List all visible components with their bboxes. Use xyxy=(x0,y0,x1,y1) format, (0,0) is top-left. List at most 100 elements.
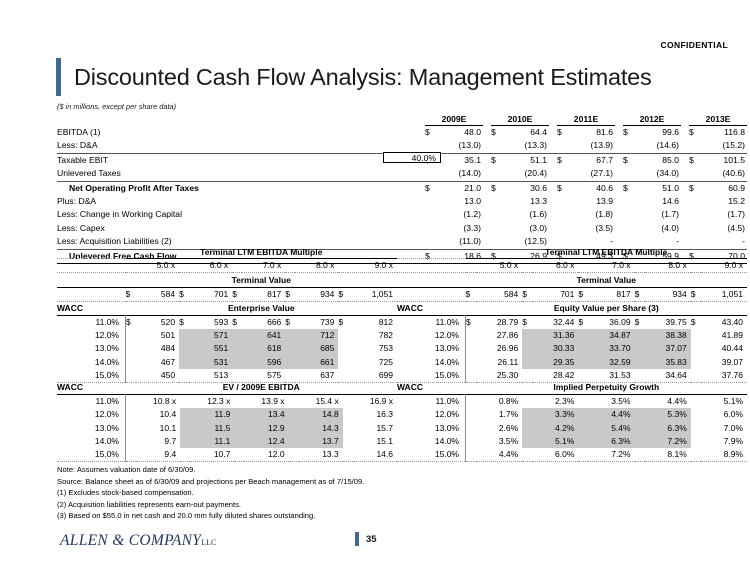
schedule-cell: (14.6) xyxy=(656,140,679,151)
grid-cell: 725 xyxy=(378,356,393,367)
currency-symbol xyxy=(465,394,476,409)
grid-cell: 450 xyxy=(160,369,176,380)
grid-cell: 33.70 xyxy=(588,342,635,356)
page-accent-bar xyxy=(355,532,359,546)
schedule-row: Unlevered Taxes (14.0) (20.4) (27.1) (34.0) (… xyxy=(57,167,747,181)
currency-symbol: $ xyxy=(338,286,349,302)
grid-cell: 2.6% xyxy=(498,422,519,433)
currency-symbol xyxy=(634,421,645,435)
multiple-header-row: Terminal LTM EBITDA Multiple xyxy=(57,245,397,260)
table-row: 14.0% 467 531 596 661 725 xyxy=(57,355,397,369)
wacc-rate: 12.0% xyxy=(397,408,466,422)
wacc-rate: 14.0% xyxy=(397,355,466,369)
table-row: 12.0% 1.7% 3.3% 4.4% 5.3% 6.0% xyxy=(397,408,747,422)
table-row: 14.0% 3.5% 5.1% 6.3% 7.2% 7.9% xyxy=(397,434,747,449)
currency-symbol: $ xyxy=(557,180,568,195)
grid-cell: 513 xyxy=(214,369,229,380)
currency-symbol xyxy=(179,329,190,343)
currency-symbol xyxy=(288,434,299,449)
schedule-cell: (27.1) xyxy=(590,168,613,179)
grid-cell: 520 xyxy=(136,314,180,330)
schedule-row: Less: Acquisition Liabilities (2) (11.0) (… xyxy=(57,235,747,249)
currency-symbol xyxy=(338,329,348,342)
currency-symbol xyxy=(232,342,243,356)
currency-symbol xyxy=(466,435,477,448)
schedule-row: EBITDA (1) $48.0 $64.4 $81.6 $99.6 $116.8 xyxy=(57,125,747,139)
currency-symbol: $ xyxy=(338,314,349,330)
wacc-rate: 13.0% xyxy=(397,342,466,356)
grid-cell: 2.3% xyxy=(532,394,579,409)
currency-symbol xyxy=(689,139,700,153)
table-row: 15.0% 4.4% 6.0% 7.2% 8.1% 8.9% xyxy=(397,448,747,462)
grid-cell: 4.2% xyxy=(532,421,579,435)
schedule-year-header: 2013E xyxy=(689,112,747,126)
multiple-row: 5.0 x 6.0 x 7.0 x 8.0 x 9.0 x xyxy=(57,258,397,273)
currency-symbol xyxy=(623,222,634,235)
grid-header: Equity Value per Share (3) xyxy=(465,300,747,316)
wacc-label: WACC xyxy=(397,382,423,392)
currency-symbol xyxy=(126,342,137,355)
grid-cell: 10.7 xyxy=(213,449,231,460)
grid-cell: 596 xyxy=(242,355,286,369)
grid-cell: 637 xyxy=(320,369,335,380)
currency-symbol: $ xyxy=(578,286,589,302)
currency-symbol xyxy=(466,448,477,462)
currency-symbol xyxy=(126,435,137,448)
currency-symbol xyxy=(425,167,436,181)
schedule-cell: 13.0 xyxy=(464,195,481,206)
grid-cell: 10.4 xyxy=(159,409,177,420)
schedule-cell: 21.0 xyxy=(436,180,483,195)
currency-symbol xyxy=(466,356,477,369)
grid-cell: 13.3 xyxy=(322,449,339,460)
grid-cell: 25.30 xyxy=(496,369,519,380)
currency-symbol xyxy=(689,222,700,235)
currency-symbol xyxy=(234,448,244,462)
currency-symbol: $ xyxy=(522,286,533,302)
currency-symbol xyxy=(522,448,532,462)
grid-header-row: WACC EV / 2009E EBITDA xyxy=(57,381,397,395)
wacc-rate: 12.0% xyxy=(57,329,126,343)
currency-symbol xyxy=(126,422,137,435)
grid-cell: 7.0% xyxy=(723,422,743,433)
grid-cell: 10.1 xyxy=(159,422,177,433)
tax-rate-input[interactable]: 40.0% xyxy=(383,151,441,163)
currency-symbol xyxy=(578,329,589,343)
grid-cell: 4.4% xyxy=(588,408,635,422)
multiple-value: 9.0 x xyxy=(348,258,397,273)
terminal-value-row: $584 $701 $817 $934 $1,051 xyxy=(397,286,747,302)
currency-symbol xyxy=(232,355,243,369)
currency-symbol xyxy=(691,448,701,462)
wacc-rate: 11.0% xyxy=(397,314,466,330)
grid-cell: 13.7 xyxy=(298,434,343,449)
table-row: 12.0% 10.4 11.9 13.4 14.8 16.3 xyxy=(57,408,397,422)
schedule-cell: (1.6) xyxy=(529,209,547,220)
schedule-cell: 51.1 xyxy=(502,152,549,168)
grid-cell: 14.3 xyxy=(298,421,343,435)
schedule-row-label: Net Operating Profit After Taxes xyxy=(57,180,417,195)
note-line: Source: Balance sheet as of 6/30/09 and … xyxy=(57,476,365,486)
schedule-cell: (4.0) xyxy=(661,222,679,233)
grid-cell: 11.5 xyxy=(190,421,235,435)
schedule-row-label: Less: Acquisition Liabilities (2) xyxy=(57,236,172,247)
grid-cell: 43.40 xyxy=(700,314,747,330)
grid-cell: 13.9 x xyxy=(244,394,289,409)
currency-symbol: $ xyxy=(690,286,701,302)
terminal-value-cell: 934 xyxy=(644,286,691,302)
schedule-row-label: Unlevered Taxes xyxy=(57,168,121,179)
currency-symbol xyxy=(343,408,353,421)
schedule-cell: 13.9 xyxy=(596,195,613,206)
footnotes: Note: Assumes valuation date of 6/30/09.… xyxy=(57,464,364,522)
grid-cell: 661 xyxy=(295,355,339,369)
currency-symbol: $ xyxy=(491,180,502,195)
grid-cell: 3.3% xyxy=(532,408,579,422)
multiple-value: 5.0 x xyxy=(136,258,180,273)
table-row: 15.0% 25.30 28.42 31.53 34.64 37.76 xyxy=(397,368,747,383)
schedule-cell: (14.0) xyxy=(458,168,481,179)
wacc-rate: 13.0% xyxy=(57,342,126,356)
logo-company: COMPANY xyxy=(128,532,202,549)
multiple-value: 7.0 x xyxy=(588,258,635,273)
grid-cell: 501 xyxy=(160,330,176,341)
schedule-cell: (1.8) xyxy=(595,209,613,220)
grid-cell: 618 xyxy=(242,342,286,356)
schedule-cell: - xyxy=(676,236,679,247)
